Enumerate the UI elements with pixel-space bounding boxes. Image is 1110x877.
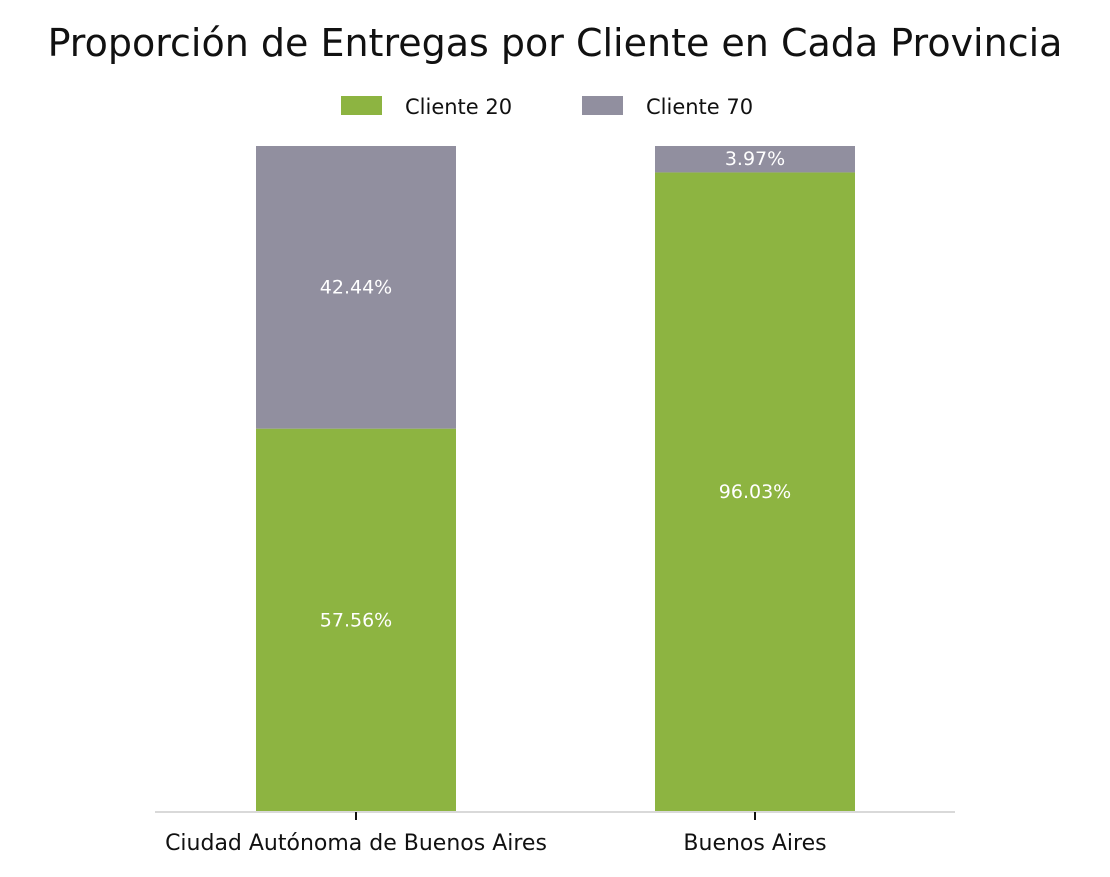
legend-swatch [582, 96, 623, 115]
bar-cliente-20-0 [256, 428, 456, 812]
bar-cliente-70-0 [256, 146, 456, 429]
legend-label: Cliente 20 [405, 95, 512, 119]
x-tick-label: Ciudad Autónoma de Buenos Aires [165, 831, 547, 856]
legend: Cliente 20 Cliente 70 [341, 95, 753, 119]
x-axis: Ciudad Autónoma de Buenos Aires Buenos Ai… [165, 812, 827, 856]
bar-cliente-70-1 [655, 146, 855, 173]
data-label: 3.97% [725, 148, 785, 170]
data-label: 42.44% [320, 276, 392, 298]
data-label: 57.56% [320, 609, 392, 631]
plot-area: 57.56% 42.44% 96.03% 3.97% [256, 146, 855, 813]
legend-label: Cliente 70 [646, 95, 753, 119]
data-label: 96.03% [719, 481, 791, 503]
x-tick-label: Buenos Aires [683, 831, 826, 856]
legend-swatch [341, 96, 382, 115]
chart-title: Proporción de Entregas por Cliente en Ca… [48, 21, 1063, 65]
bar-cliente-20-1 [655, 172, 855, 813]
